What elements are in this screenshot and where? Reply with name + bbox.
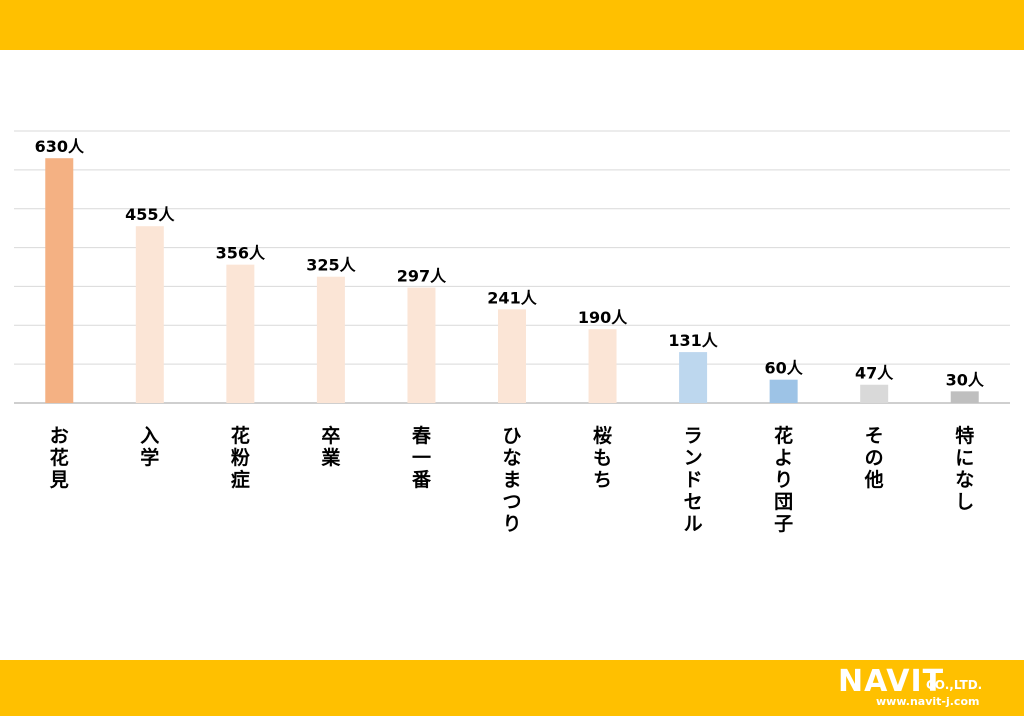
bar [226,264,255,403]
data-label: 60人 [764,359,803,378]
bar [588,329,617,403]
bar [135,226,164,403]
data-label: 455人 [125,205,175,224]
category-label: お花見 [50,425,69,491]
data-label: 356人 [216,244,266,263]
gridlines [14,130,1010,404]
data-label: 630人 [35,137,85,156]
data-label: 190人 [578,308,628,327]
bar [679,352,708,403]
data-label: 241人 [487,288,537,307]
category-label: 入学 [140,425,159,469]
navit-logo: NAVIT CO.,LTD. www.navit-j.com [838,666,1008,710]
bar [45,158,74,403]
bar [769,379,798,403]
category-label: その他 [864,425,884,491]
category-label: 特になし [955,425,974,513]
data-label: 325人 [306,256,356,275]
data-label: 131人 [668,331,718,350]
bottom-banner [0,660,1024,716]
data-label: 297人 [397,267,447,286]
data-labels: 630人 455人 356人 325人 297人 241人 190人 131人 60人 47人 30… [35,137,985,389]
bars [45,158,979,403]
category-label: ランドセル [684,425,703,535]
bar [407,287,436,403]
logo-suffix: CO.,LTD. [926,678,983,692]
logo-name: NAVIT [838,664,945,699]
category-labels: お花見 入学 花粉症 卒業 春一番 ひなまつり 桜もち ランドセル 花より団子 その他 特になし [50,424,974,535]
category-label: ひなまつり [502,425,521,535]
category-label: 卒業 [320,424,341,469]
bar [316,276,345,403]
bar [950,391,979,403]
data-label: 30人 [946,370,985,389]
data-label: 47人 [855,364,894,383]
logo-url: www.navit-j.com [876,695,980,708]
category-label: 花粉症 [231,424,250,491]
top-banner [0,0,1024,50]
bar [860,384,889,403]
category-label: 花より団子 [774,424,793,535]
category-label: 春一番 [411,424,432,491]
bar [498,309,526,403]
category-label: 桜もち [593,424,612,491]
